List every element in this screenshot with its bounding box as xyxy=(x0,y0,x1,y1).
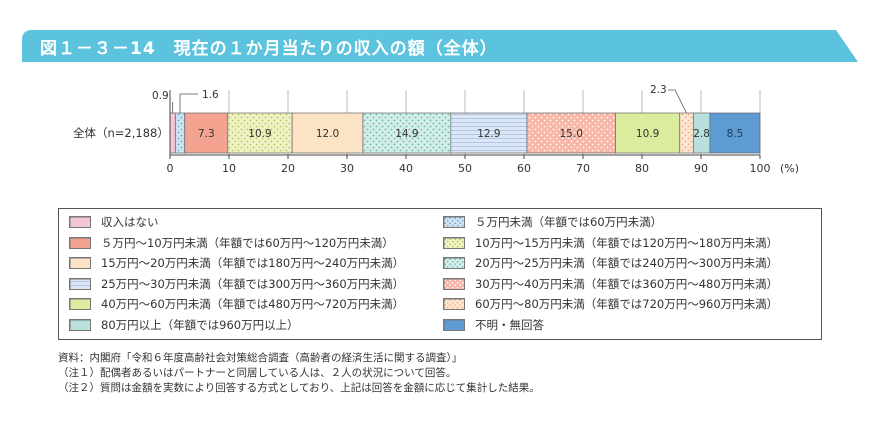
source-notes: 資料：内閣府「令和６年度高齢社会対策総合調査（高齢者の経済生活に関する調査）」 … xyxy=(58,351,540,396)
bar-segment xyxy=(169,112,176,154)
legend-label: 収入はない xyxy=(101,215,159,229)
stacked-bar-chart: 全体（n=2,188） 7.3 10.9 12.0 14.9 12.9 15.0 10.9 2.… xyxy=(73,84,799,175)
legend-label: 80万円以上（年額では960万円以上） xyxy=(101,317,299,332)
legend-item: 10万円〜15万円未満（年額では120万円〜180万円未満） xyxy=(443,234,778,252)
x-tick-label: 50 xyxy=(458,162,472,175)
legend-item: 20万円〜25万円未満（年額では240万円〜300万円未満） xyxy=(443,254,778,272)
legend-label: 40万円〜60万円未満（年額では480万円〜720万円未満） xyxy=(101,297,405,311)
x-tick-label: 0 xyxy=(167,162,174,175)
legend-label: 25万円〜30万円未満（年額では300万円〜360万円未満） xyxy=(101,276,405,291)
legend-swatch xyxy=(69,318,91,331)
legend-item: 15万円〜20万円未満（年額では180万円〜240万円未満） xyxy=(69,254,404,272)
legend-label: ５万円未満（年額では60万円未満） xyxy=(475,215,663,229)
legend: 収入はない ５万円未満（年額では60万円未満） ５万円〜10万円未満（年額では60万… xyxy=(58,208,822,340)
x-tick-label: 70 xyxy=(576,162,590,175)
legend-label: 15万円〜20万円未満（年額では180万円〜240万円未満） xyxy=(101,256,405,270)
legend-item: ５万円〜10万円未満（年額では60万円〜120万円未満） xyxy=(69,234,394,252)
x-tick-label: 10 xyxy=(222,162,236,175)
x-tick-label: 30 xyxy=(340,162,354,175)
data-label: 7.3 xyxy=(198,128,215,140)
callout-line xyxy=(179,93,198,113)
bar-segment xyxy=(526,112,616,154)
legend-label: 20万円〜25万円未満（年額では240万円〜300万円未満） xyxy=(475,256,779,270)
bar-segment xyxy=(174,112,186,154)
x-tick-label: 60 xyxy=(517,162,531,175)
chart-title: 図１－３－14 現在の１か月当たりの収入の額（全体） xyxy=(40,39,498,59)
title-banner xyxy=(22,30,858,62)
x-tick-label: 90 xyxy=(694,162,708,175)
legend-swatch xyxy=(443,216,465,228)
bar-segment xyxy=(615,112,681,154)
data-label: 15.0 xyxy=(560,128,583,140)
legend-label: 60万円〜80万円未満（年額では720万円〜960万円未満） xyxy=(475,297,779,311)
legend-swatch xyxy=(443,236,465,249)
data-label: 1.6 xyxy=(202,89,219,101)
legend-label: 10万円〜15万円未満（年額では120万円〜180万円未満） xyxy=(475,235,779,250)
bar-segment xyxy=(227,112,293,154)
title-banner-shape xyxy=(22,30,858,62)
data-label: 12.9 xyxy=(477,128,500,140)
legend-swatch xyxy=(69,298,91,310)
bar-segment xyxy=(709,112,761,154)
x-tick-label: 40 xyxy=(399,162,413,175)
x-tick-label: 80 xyxy=(635,162,649,175)
data-label: 10.9 xyxy=(636,128,659,140)
legend-swatch xyxy=(443,257,465,269)
x-tick-label: 20 xyxy=(281,162,295,175)
legend-swatch xyxy=(69,216,91,228)
legend-swatch xyxy=(443,298,465,310)
legend-swatch xyxy=(69,257,91,269)
data-label: 12.0 xyxy=(316,128,339,140)
legend-item: 80万円以上（年額では960万円以上） xyxy=(69,316,299,334)
legend-swatch xyxy=(69,277,91,290)
data-label: 0.9 xyxy=(152,90,169,102)
callout-line xyxy=(668,89,687,114)
legend-swatch xyxy=(443,318,465,331)
x-unit-label: (%) xyxy=(780,162,799,175)
data-label: 8.5 xyxy=(727,128,744,140)
bar-segment xyxy=(184,112,229,154)
legend-item: ５万円未満（年額では60万円未満） xyxy=(443,213,662,231)
legend-item: 40万円〜60万円未満（年額では480万円〜720万円未満） xyxy=(69,295,404,313)
note-source: 資料：内閣府「令和６年度高齢社会対策総合調査（高齢者の経済生活に関する調査）」 xyxy=(58,352,463,364)
bar-segment xyxy=(362,112,452,154)
category-label: 全体（n=2,188） xyxy=(73,126,169,140)
legend-item: 25万円〜30万円未満（年額では300万円〜360万円未満） xyxy=(69,275,404,293)
bar-segment xyxy=(450,112,528,154)
legend-label: ５万円〜10万円未満（年額では60万円〜120万円未満） xyxy=(101,235,394,250)
note-2: （注２）質問は金額を実数により回答する方式としており、上記は回答を金額に応じて集… xyxy=(58,382,540,394)
legend-item: 30万円〜40万円未満（年額では360万円〜480万円未満） xyxy=(443,275,778,293)
legend-swatch xyxy=(443,277,465,290)
data-label: 14.9 xyxy=(395,128,418,140)
x-tick-label: 100 xyxy=(750,162,771,175)
legend-item: 不明・無回答 xyxy=(443,316,544,334)
data-label: 2.8 xyxy=(693,128,710,140)
data-label: 2.3 xyxy=(650,84,667,96)
data-label: 10.9 xyxy=(248,128,271,140)
legend-item: 60万円〜80万円未満（年額では720万円〜960万円未満） xyxy=(443,295,778,313)
legend-label: 不明・無回答 xyxy=(475,317,544,332)
bar-segment xyxy=(291,112,364,154)
legend-swatch xyxy=(69,236,91,249)
bar-segment xyxy=(679,112,694,154)
note-1: （注１）配偶者あるいはパートナーと同居している人は、２人の状況について回答。 xyxy=(58,367,457,379)
legend-item: 収入はない xyxy=(69,213,159,231)
legend-label: 30万円〜40万円未満（年額では360万円〜480万円未満） xyxy=(475,276,779,291)
